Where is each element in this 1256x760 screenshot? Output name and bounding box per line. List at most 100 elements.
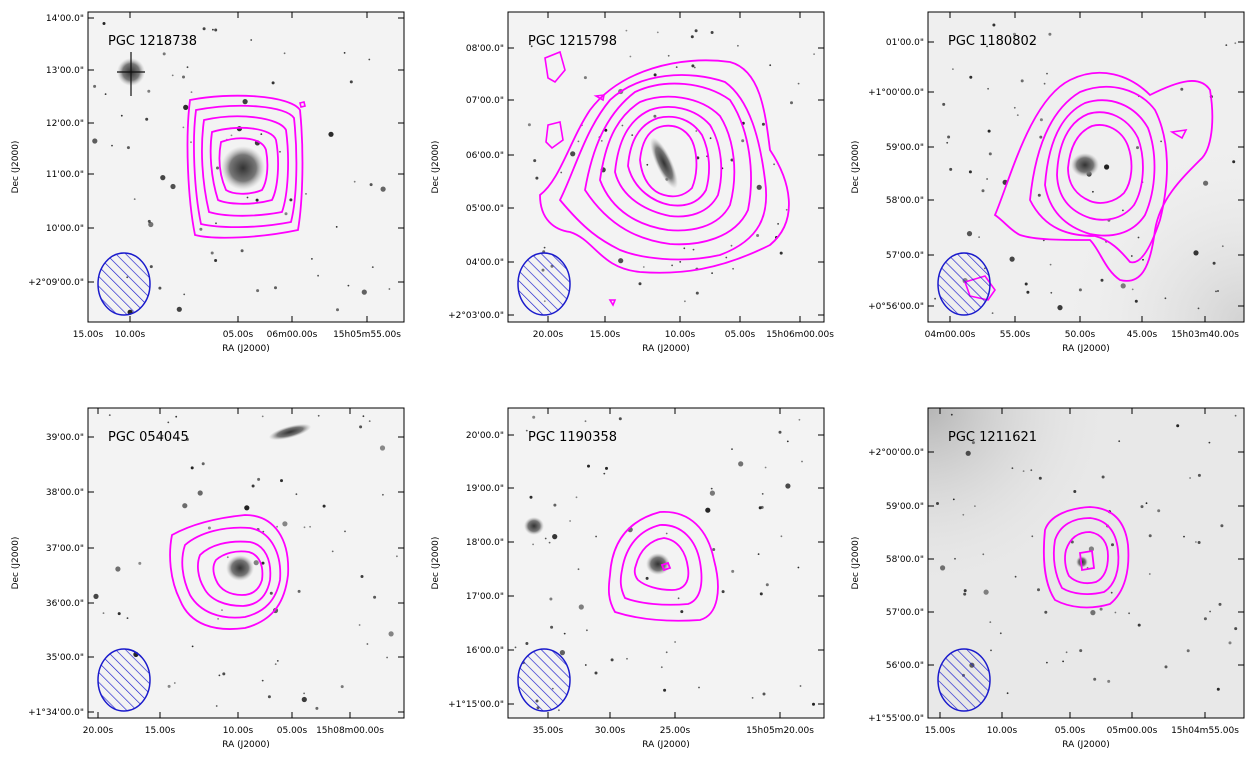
- star: [182, 75, 185, 79]
- y-tick-label: 59'00.0": [886, 143, 924, 153]
- star: [1197, 541, 1201, 544]
- star: [1062, 660, 1064, 663]
- star: [940, 565, 946, 571]
- star: [1065, 651, 1068, 654]
- star: [969, 75, 973, 79]
- y-tick-label: 18'00.0": [466, 538, 504, 548]
- hi-contour: [558, 74, 768, 261]
- star: [1050, 291, 1053, 294]
- star: [610, 658, 614, 662]
- star: [328, 131, 334, 137]
- hi-contour: [1042, 506, 1130, 609]
- star: [638, 282, 642, 286]
- star: [388, 288, 391, 290]
- star: [780, 535, 783, 538]
- star: [962, 513, 965, 516]
- star: [594, 671, 598, 675]
- star: [147, 89, 151, 93]
- star: [583, 76, 587, 80]
- star: [646, 163, 649, 166]
- star: [274, 286, 277, 290]
- star: [986, 178, 988, 180]
- y-axis-label: Dec (J2000): [851, 537, 861, 590]
- star: [785, 483, 791, 489]
- star: [1215, 290, 1217, 293]
- star: [1203, 180, 1209, 186]
- star: [161, 434, 164, 437]
- x-tick-label: 05m00.00s: [1107, 726, 1158, 736]
- star: [621, 124, 624, 127]
- star: [952, 498, 955, 501]
- hi-contour: [607, 511, 719, 622]
- beam-ellipse: [517, 252, 571, 316]
- star: [769, 64, 772, 67]
- star: [660, 666, 663, 669]
- star: [693, 66, 696, 69]
- star: [762, 692, 766, 696]
- star: [695, 291, 699, 295]
- y-tick-label: 11'00.0": [46, 170, 84, 180]
- star: [605, 466, 608, 470]
- star: [801, 460, 803, 463]
- star: [577, 140, 580, 143]
- star: [963, 592, 967, 596]
- star: [978, 236, 980, 239]
- star: [760, 505, 764, 509]
- y-tick-label: 59'00.0": [886, 502, 924, 512]
- star: [947, 135, 951, 139]
- star: [990, 649, 992, 652]
- star: [679, 261, 682, 263]
- star: [600, 140, 603, 142]
- star: [1057, 305, 1063, 311]
- star: [761, 493, 764, 495]
- star: [117, 612, 121, 616]
- star: [201, 462, 205, 466]
- star: [952, 68, 954, 70]
- panel-3: PGC 1180802 04m00.00s 55.00s 50.00s 45.00s 15…: [851, 11, 1245, 354]
- star: [262, 530, 265, 533]
- star: [1128, 612, 1130, 615]
- star: [349, 80, 353, 84]
- star: [1137, 236, 1140, 239]
- hi-contour: [169, 514, 289, 630]
- star: [586, 629, 588, 632]
- star: [757, 553, 760, 555]
- x-tick-label: 30.00s: [595, 726, 626, 736]
- star: [147, 219, 151, 223]
- star: [260, 133, 263, 136]
- star: [730, 244, 733, 247]
- star: [550, 625, 554, 629]
- star: [533, 159, 537, 163]
- hi-contour: [1056, 111, 1144, 221]
- star: [380, 186, 386, 192]
- panel-title: PGC 054045: [108, 430, 189, 445]
- star: [167, 421, 170, 424]
- star: [92, 138, 98, 144]
- x-tick-label: 15h05m55.00s: [333, 330, 401, 340]
- star: [1104, 164, 1110, 170]
- star: [629, 55, 632, 58]
- star: [1145, 502, 1148, 505]
- star: [199, 227, 203, 231]
- star: [1039, 118, 1043, 122]
- panel-4: PGC 054045 20.00s 15.00s 10.00s 05.00s 15h08m…: [11, 407, 405, 750]
- x-tick-label: 25.00s: [660, 726, 691, 736]
- x-axis-label: RA (J2000): [642, 344, 690, 354]
- hi-contour: [1064, 531, 1109, 585]
- star: [797, 566, 800, 569]
- panel-title: PGC 1190358: [528, 430, 617, 445]
- panel-1: PGC 1218738 15.00s 10.00s 05.00s 06m00.00s 15…: [11, 11, 405, 354]
- star: [171, 74, 174, 77]
- star: [1078, 288, 1082, 292]
- star: [183, 104, 189, 110]
- y-axis-label: Dec (J2000): [851, 141, 861, 194]
- star: [548, 541, 551, 544]
- plot-frame: [507, 11, 825, 323]
- star: [532, 543, 534, 546]
- star: [1118, 440, 1121, 443]
- x-tick-label: 55.00s: [1000, 330, 1031, 340]
- hi-contour: [660, 561, 672, 572]
- x-axis-label: RA (J2000): [1062, 740, 1110, 750]
- star: [1110, 591, 1113, 594]
- star: [730, 158, 734, 162]
